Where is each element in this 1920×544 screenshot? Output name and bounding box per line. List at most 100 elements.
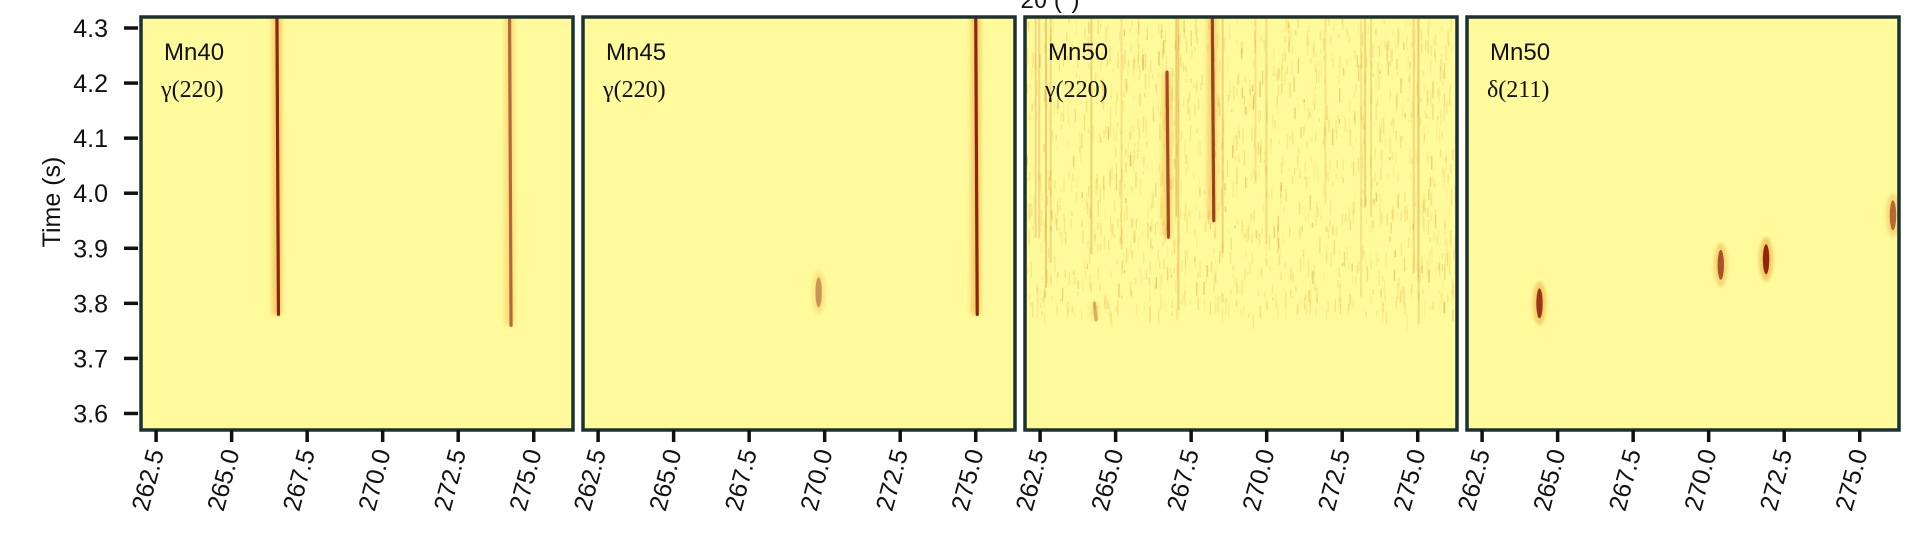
noise-dot	[1066, 32, 1068, 42]
noise-dot	[1304, 162, 1306, 174]
noise-dot	[1352, 146, 1354, 150]
noise-dot	[1183, 29, 1185, 39]
noise-dot	[1120, 42, 1122, 48]
noise-dot	[1034, 98, 1036, 106]
panel-background	[583, 17, 1015, 430]
noise-dot	[1317, 61, 1320, 67]
noise-dot	[1246, 235, 1248, 242]
noise-dot	[1379, 126, 1381, 142]
noise-dot	[1043, 143, 1045, 153]
panel-background	[1467, 17, 1899, 430]
x-tick-label: 272.5	[1755, 446, 1798, 514]
noise-dot	[1050, 27, 1052, 42]
noise-dot	[1358, 261, 1360, 272]
noise-dot	[1379, 68, 1381, 74]
noise-dot	[1309, 112, 1311, 117]
noise-dot	[1357, 64, 1360, 82]
noise-dot	[1263, 292, 1266, 298]
noise-dot	[1146, 165, 1148, 170]
noise-dot	[1446, 248, 1448, 263]
noise-dot	[1174, 238, 1176, 254]
noise-dot	[1246, 228, 1248, 236]
noise-dot	[1288, 41, 1290, 53]
noise-dot	[1379, 131, 1381, 143]
noise-dot	[1246, 271, 1248, 276]
noise-dot	[1219, 97, 1222, 101]
noise-dot	[1076, 176, 1078, 188]
noise-dot	[1398, 29, 1400, 47]
noise-dot	[1089, 206, 1091, 219]
noise-dot	[1109, 171, 1111, 188]
noise-dot	[1051, 130, 1053, 144]
noise-dot	[1378, 77, 1380, 90]
noise-dot	[1249, 88, 1251, 96]
streak	[1165, 70, 1171, 239]
noise-dot	[1265, 258, 1268, 266]
noise-dot	[1410, 173, 1412, 180]
panel-frame	[1023, 15, 1459, 432]
noise-dot	[1109, 46, 1111, 63]
noise-dot	[1264, 74, 1267, 82]
noise-dot	[1150, 241, 1152, 258]
spot-halo	[811, 270, 826, 315]
noise-dot	[1284, 36, 1286, 43]
noise-dot	[1073, 156, 1075, 171]
noise-dot	[1218, 296, 1220, 300]
noise-dot	[1213, 247, 1215, 254]
noise-dot	[1173, 267, 1175, 273]
noise-dot	[1404, 191, 1406, 202]
noise-dot	[1107, 126, 1110, 140]
noise-dot	[1403, 296, 1405, 309]
noise-dot	[1160, 204, 1162, 219]
noise-dot	[1441, 263, 1444, 272]
noise-dot	[1121, 144, 1123, 151]
noise-dot	[1366, 267, 1369, 280]
noise-dot	[1160, 195, 1162, 209]
noise-dot	[1273, 65, 1275, 76]
noise-dot	[1417, 103, 1419, 117]
noise-dot	[1437, 88, 1439, 97]
noise-dot	[1255, 230, 1258, 239]
noise-dot	[1196, 80, 1198, 92]
noise-dot	[1197, 98, 1200, 110]
noise-dot	[1164, 302, 1166, 314]
noise-dot	[1450, 18, 1452, 33]
noise-dot	[1318, 70, 1320, 83]
panel-reflection-label: γ(220)	[160, 77, 224, 103]
noise-dot	[1263, 38, 1265, 44]
noise-dot	[1238, 130, 1240, 139]
y-tick-label: 3.8	[73, 290, 108, 318]
noise-dot	[1222, 294, 1225, 302]
noise-dot	[1319, 31, 1322, 41]
noise-dot	[1301, 206, 1303, 211]
noise-dot	[1103, 296, 1106, 310]
noise-dot	[1241, 41, 1243, 54]
noise-dot	[1055, 134, 1057, 140]
noise-dot	[1310, 290, 1312, 305]
noise-dot	[1106, 23, 1109, 33]
noise-dot	[1240, 229, 1243, 233]
noise-dot	[1268, 234, 1271, 250]
noise-dot	[1262, 204, 1265, 214]
noise-dot	[1250, 213, 1253, 220]
noise-dot	[1352, 209, 1354, 225]
noise-dot	[1080, 134, 1083, 149]
noise-dot	[1444, 263, 1446, 281]
noise-dot	[1102, 42, 1104, 51]
noise-dot	[1180, 30, 1182, 44]
noise-dot	[1251, 252, 1254, 264]
panel-content	[271, 17, 515, 327]
noise-dot	[1391, 74, 1393, 80]
panel-label: Mn40	[164, 39, 224, 66]
noise-dot	[1131, 21, 1133, 25]
noise-dot	[1379, 208, 1382, 225]
noise-dot	[1346, 59, 1348, 66]
noise-dot	[1289, 82, 1291, 98]
noise-dot	[1197, 297, 1199, 311]
noise-dot	[1416, 82, 1419, 96]
noise-dot	[1339, 298, 1342, 315]
noise-dot	[1165, 55, 1168, 71]
noise-dot	[1380, 168, 1382, 181]
noise-dot	[1073, 308, 1076, 318]
noise-dot	[1311, 137, 1313, 142]
